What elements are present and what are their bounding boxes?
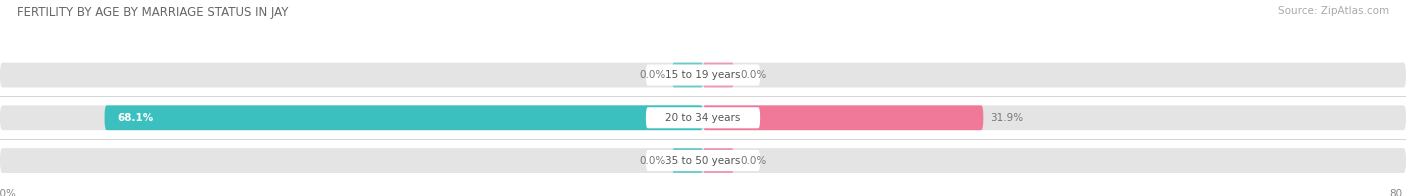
FancyBboxPatch shape [645,107,761,128]
Text: 20 to 34 years: 20 to 34 years [665,113,741,123]
FancyBboxPatch shape [703,105,983,130]
FancyBboxPatch shape [672,63,703,87]
FancyBboxPatch shape [703,63,734,87]
Text: FERTILITY BY AGE BY MARRIAGE STATUS IN JAY: FERTILITY BY AGE BY MARRIAGE STATUS IN J… [17,6,288,19]
Text: 68.1%: 68.1% [118,113,155,123]
FancyBboxPatch shape [645,150,761,171]
Text: 15 to 19 years: 15 to 19 years [665,70,741,80]
Text: 0.0%: 0.0% [741,70,768,80]
FancyBboxPatch shape [672,148,703,173]
Text: 35 to 50 years: 35 to 50 years [665,156,741,166]
FancyBboxPatch shape [0,63,1406,87]
Text: 0.0%: 0.0% [741,156,768,166]
FancyBboxPatch shape [703,148,734,173]
FancyBboxPatch shape [0,105,1406,130]
FancyBboxPatch shape [645,64,761,86]
Text: 0.0%: 0.0% [638,156,665,166]
Text: 0.0%: 0.0% [638,70,665,80]
FancyBboxPatch shape [0,148,1406,173]
Text: Source: ZipAtlas.com: Source: ZipAtlas.com [1278,6,1389,16]
Text: 31.9%: 31.9% [990,113,1024,123]
FancyBboxPatch shape [104,105,703,130]
